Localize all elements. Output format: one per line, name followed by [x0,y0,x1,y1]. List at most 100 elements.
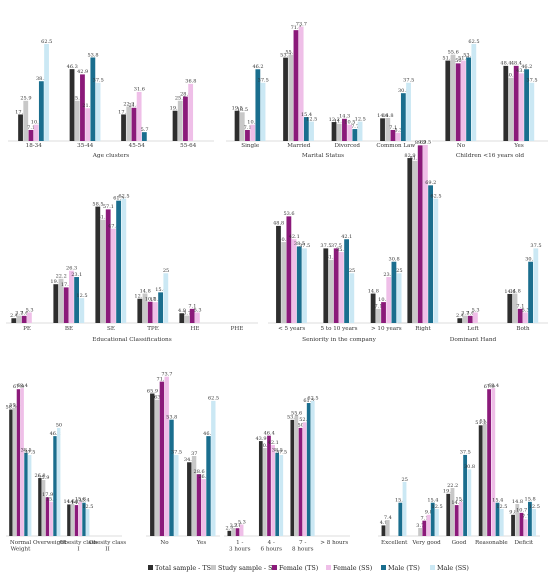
bar [381,525,386,536]
data-label: 55.6 [448,49,459,55]
data-label: 22.2 [56,274,67,280]
category-label: > 10 years [371,326,402,332]
data-label: 37.5 [403,78,414,84]
category-label: Obesity class [60,540,97,546]
bar [517,308,523,323]
data-label: 31.7 [326,255,337,261]
bar [33,124,39,141]
data-label: 50 [455,58,461,64]
category-label: 18-34 [26,143,43,149]
chart-group: 19.518.57.110.546.237.5Single53.755.671.… [226,21,420,159]
bar [131,107,137,141]
bar [21,315,27,323]
bar [302,248,307,323]
data-label: 55.6 [291,411,302,417]
bar [250,124,256,141]
data-label: 47.4 [108,224,119,230]
data-label: 38.5 [294,241,305,247]
bar [349,273,355,323]
legend-item: Male (SS) [430,564,469,572]
data-label: 42.1 [289,234,300,240]
bar [201,479,206,536]
data-label: 3.7 [230,523,238,529]
bar [433,198,439,323]
data-label: 12.5 [355,116,366,122]
data-label: 30.8 [398,88,409,94]
bar [467,469,472,536]
bar [422,520,427,536]
bar [189,308,195,323]
data-label: 51.9 [480,419,491,425]
data-label: 65.9 [147,388,158,394]
bar [328,259,334,323]
bar [67,504,71,536]
category-label: PHE [231,326,244,332]
bar [63,287,69,323]
bar [515,504,520,536]
bar [306,403,311,536]
data-label: 3.7 [183,310,191,316]
data-label: 4.9 [178,308,186,314]
category-label: Single [241,143,260,149]
data-label: 59.3 [9,403,20,409]
data-label: 15.4 [155,287,166,293]
data-label: 26.3 [198,474,209,480]
bar [260,82,266,141]
data-label: 12.2 [134,294,145,300]
bar [9,409,13,536]
data-label: 4.9 [380,520,388,526]
bar [430,502,435,536]
bar [159,381,165,536]
legend-swatch [430,565,435,570]
data-label: 68.4 [17,383,28,389]
data-label: 3.7 [416,523,424,529]
bar [331,122,337,141]
data-label: 71.4 [291,25,302,31]
bar [20,388,24,536]
data-label: 21.4 [129,103,140,109]
data-label: 14.8 [368,288,379,294]
bar [258,441,263,536]
category-label: No [160,540,169,546]
bar [85,108,91,141]
bar [499,508,504,536]
bar [323,248,329,323]
bar [196,474,202,536]
legend-label: Total sample - TS [155,564,211,572]
legend-item: Female (TS) [272,564,318,572]
bar [53,436,57,536]
data-label: 43.6 [516,68,527,74]
legend-swatch [211,565,216,570]
data-label: 25 [163,268,169,274]
bar [428,185,433,323]
data-label: 18.5 [237,107,248,113]
bar [58,278,64,323]
bar [352,129,358,141]
bar [406,82,411,141]
data-label: 52.6 [299,417,310,423]
category-label: Yes [513,143,524,149]
bar [172,110,178,141]
bar [288,54,294,141]
bar [150,393,155,536]
data-label: 10.5 [247,120,258,126]
data-label: 7.7 [351,124,359,130]
chart-group: 65.963 71.473.7 53.8 37.5 No 34.137 28.626.3 46… [146,371,220,546]
data-label: 63 [154,395,160,401]
legend-label: Female (SS) [333,564,372,572]
chart-row-2: 2.43.73.65.3PE19.522.217.926.323.112.5BE… [6,140,548,343]
bar [398,502,403,536]
data-label: 31.6 [134,87,145,93]
data-label: 55.6 [285,49,296,55]
legend: Total sample - TS Study sample - SS Female… [148,564,469,572]
data-label: 62.5 [118,193,129,199]
data-label: 46.2 [203,431,214,437]
bar [69,69,75,141]
bar [370,293,376,323]
data-label: 40.7 [278,237,289,243]
data-label: 48.4 [511,61,522,67]
data-label: 2.4 [10,313,18,319]
bar [519,512,524,536]
bar [400,93,406,141]
